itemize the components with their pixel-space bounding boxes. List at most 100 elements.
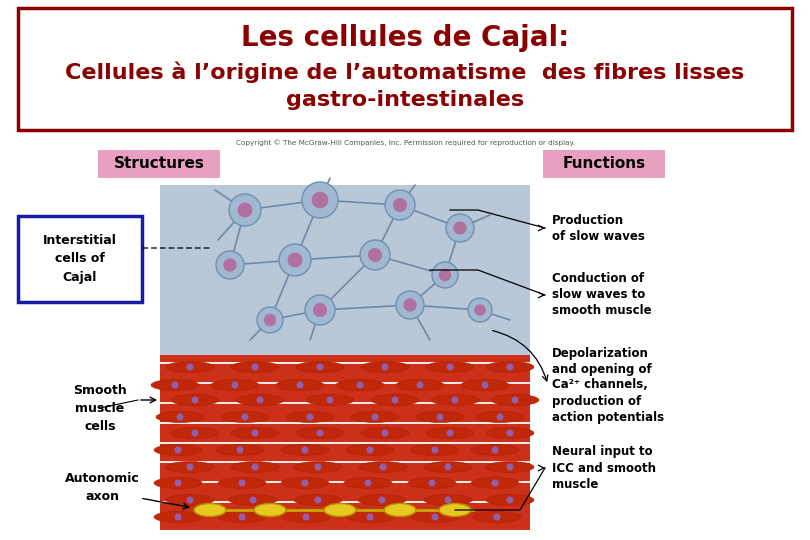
Circle shape [507, 497, 513, 503]
Circle shape [238, 203, 252, 217]
Circle shape [173, 382, 178, 388]
Ellipse shape [324, 503, 356, 516]
Ellipse shape [346, 511, 394, 523]
Ellipse shape [294, 462, 342, 472]
Circle shape [447, 430, 453, 436]
Ellipse shape [171, 428, 219, 438]
Text: Interstitial
cells of
Cajal: Interstitial cells of Cajal [43, 234, 117, 284]
Circle shape [288, 253, 301, 267]
Ellipse shape [416, 411, 464, 422]
Ellipse shape [336, 380, 384, 390]
Circle shape [446, 464, 451, 470]
Circle shape [302, 447, 308, 453]
Circle shape [357, 382, 363, 388]
Circle shape [394, 199, 407, 211]
Circle shape [252, 430, 258, 436]
Circle shape [454, 222, 466, 234]
Circle shape [258, 397, 262, 403]
Ellipse shape [154, 477, 202, 489]
Circle shape [257, 307, 283, 333]
Circle shape [440, 269, 450, 280]
Text: Conduction of
slow waves to
smooth muscle: Conduction of slow waves to smooth muscl… [552, 273, 651, 318]
Ellipse shape [218, 511, 266, 523]
Bar [160, 185, 530, 355]
Circle shape [382, 430, 388, 436]
Ellipse shape [282, 511, 330, 523]
Ellipse shape [276, 380, 324, 390]
Circle shape [497, 414, 503, 420]
Ellipse shape [211, 380, 259, 390]
Circle shape [252, 364, 258, 370]
Circle shape [265, 314, 275, 326]
FancyBboxPatch shape [543, 150, 665, 178]
Circle shape [175, 514, 181, 520]
Ellipse shape [281, 444, 329, 456]
Ellipse shape [424, 495, 472, 505]
Circle shape [392, 397, 398, 403]
Ellipse shape [156, 411, 204, 422]
Circle shape [303, 514, 309, 520]
Circle shape [242, 414, 248, 420]
Ellipse shape [424, 462, 472, 472]
Circle shape [429, 480, 435, 486]
Ellipse shape [371, 395, 419, 406]
Circle shape [279, 244, 311, 276]
Ellipse shape [486, 495, 534, 505]
Text: Les cellules de Cajal:: Les cellules de Cajal: [241, 24, 569, 52]
Ellipse shape [361, 361, 409, 373]
Circle shape [379, 497, 385, 503]
Circle shape [192, 397, 198, 403]
Text: Cellules à l’origine de l’automatisme  des fibres lisses: Cellules à l’origine de l’automatisme de… [66, 61, 744, 83]
Ellipse shape [486, 428, 534, 438]
Ellipse shape [361, 428, 409, 438]
Ellipse shape [296, 428, 344, 438]
Circle shape [327, 397, 333, 403]
Circle shape [446, 214, 474, 242]
Ellipse shape [471, 477, 519, 489]
Circle shape [452, 397, 458, 403]
Ellipse shape [151, 380, 199, 390]
Ellipse shape [486, 361, 534, 373]
Ellipse shape [281, 477, 329, 489]
Text: Production
of slow waves: Production of slow waves [552, 213, 645, 242]
Circle shape [382, 364, 388, 370]
Circle shape [177, 414, 183, 420]
Ellipse shape [491, 395, 539, 406]
FancyBboxPatch shape [18, 8, 792, 130]
Circle shape [315, 464, 321, 470]
Ellipse shape [231, 361, 279, 373]
Bar [160, 355, 530, 530]
Circle shape [297, 382, 303, 388]
FancyBboxPatch shape [18, 216, 142, 302]
Circle shape [187, 497, 193, 503]
Circle shape [237, 447, 243, 453]
Ellipse shape [166, 462, 214, 472]
Circle shape [494, 514, 500, 520]
Circle shape [507, 464, 513, 470]
Ellipse shape [286, 411, 334, 422]
Circle shape [417, 382, 423, 388]
Text: Copyright © The McGraw-Hill Companies, Inc. Permission required for reproduction: Copyright © The McGraw-Hill Companies, I… [236, 140, 574, 146]
Text: Depolarization
and opening of
Ca²⁺ channels,
production of
action potentials: Depolarization and opening of Ca²⁺ chann… [552, 347, 664, 423]
Ellipse shape [476, 411, 524, 422]
Circle shape [192, 430, 198, 436]
Ellipse shape [166, 361, 214, 373]
Ellipse shape [231, 462, 279, 472]
Circle shape [229, 194, 261, 226]
Ellipse shape [411, 444, 459, 456]
Circle shape [216, 251, 244, 279]
Ellipse shape [229, 495, 277, 505]
Circle shape [187, 364, 193, 370]
Ellipse shape [396, 380, 444, 390]
Ellipse shape [171, 395, 219, 406]
Ellipse shape [166, 495, 214, 505]
Circle shape [437, 414, 443, 420]
Circle shape [380, 464, 386, 470]
Circle shape [239, 480, 245, 486]
Circle shape [365, 480, 371, 486]
Ellipse shape [154, 444, 202, 456]
Circle shape [252, 464, 258, 470]
Circle shape [507, 430, 513, 436]
Ellipse shape [254, 503, 286, 516]
Circle shape [482, 382, 488, 388]
